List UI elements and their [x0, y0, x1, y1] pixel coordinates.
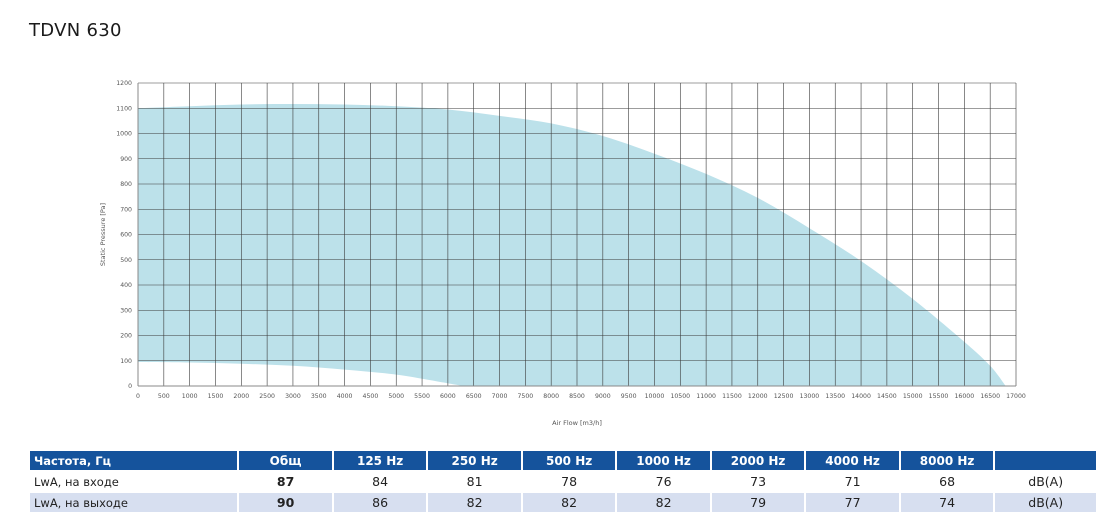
- x-tick-label: 17000: [1006, 393, 1026, 400]
- sound-power-table: Частота, Гц Общ 125 Hz 250 Hz 500 Hz 100…: [28, 449, 1098, 514]
- y-tick-label: 600: [120, 232, 132, 239]
- header-cell-125hz: 125 Hz: [333, 451, 427, 470]
- table-row-outlet: LwA, на выходе 90 86 82 82 82 79 77 74 d…: [30, 493, 1096, 512]
- x-tick-label: 9000: [595, 393, 611, 400]
- value-cell: 82: [522, 493, 616, 512]
- x-tick-label: 500: [158, 393, 170, 400]
- header-cell-unit: [995, 451, 1096, 470]
- x-tick-label: 10500: [670, 393, 690, 400]
- x-tick-label: 5500: [414, 393, 430, 400]
- y-tick-label: 900: [120, 156, 132, 163]
- header-cell-500hz: 500 Hz: [522, 451, 616, 470]
- total-cell: 87: [239, 472, 332, 491]
- x-tick-label: 8500: [569, 393, 585, 400]
- y-tick-label: 300: [120, 307, 132, 314]
- y-axis-label: Static Pressure [Pa]: [99, 203, 107, 266]
- header-cell-2000hz: 2000 Hz: [711, 451, 805, 470]
- y-tick-label: 700: [120, 206, 132, 213]
- row-label: LwA, на выходе: [30, 493, 238, 512]
- x-tick-label: 1000: [182, 393, 198, 400]
- value-cell: 82: [428, 493, 521, 512]
- value-cell: 84: [333, 472, 427, 491]
- header-cell-1000hz: 1000 Hz: [617, 451, 710, 470]
- page-title: TDVN 630: [29, 20, 122, 41]
- y-tick-label: 100: [120, 358, 132, 365]
- header-cell-total: Общ: [239, 451, 332, 470]
- y-tick-label: 400: [120, 282, 132, 289]
- value-cell: 68: [900, 472, 994, 491]
- value-cell: 77: [806, 493, 899, 512]
- y-tick-label: 1200: [116, 80, 132, 87]
- x-tick-label: 3500: [311, 393, 327, 400]
- x-tick-label: 8000: [543, 393, 559, 400]
- x-tick-label: 2000: [233, 393, 249, 400]
- x-tick-label: 5000: [388, 393, 404, 400]
- x-tick-label: 7000: [492, 393, 508, 400]
- header-cell-8000hz: 8000 Hz: [900, 451, 994, 470]
- x-tick-label: 11000: [696, 393, 716, 400]
- x-tick-label: 10000: [645, 393, 665, 400]
- x-tick-label: 15000: [903, 393, 923, 400]
- x-tick-label: 4500: [363, 393, 379, 400]
- operating-area: [138, 103, 1006, 387]
- header-cell-frequency: Частота, Гц: [30, 451, 238, 470]
- x-tick-label: 16500: [980, 393, 1000, 400]
- x-tick-label: 7500: [517, 393, 533, 400]
- x-tick-label: 13500: [825, 393, 845, 400]
- x-tick-label: 2500: [259, 393, 275, 400]
- y-tick-label: 1100: [116, 105, 132, 112]
- x-axis-label: Air Flow [m3/h]: [552, 419, 602, 427]
- value-cell: 78: [522, 472, 616, 491]
- x-tick-label: 6000: [440, 393, 456, 400]
- value-cell: 79: [711, 493, 805, 512]
- x-tick-label: 15500: [929, 393, 949, 400]
- x-tick-label: 6500: [466, 393, 482, 400]
- x-tick-label: 14000: [851, 393, 871, 400]
- value-cell: 71: [806, 472, 899, 491]
- x-tick-label: 0: [136, 393, 140, 400]
- y-tick-label: 800: [120, 181, 132, 188]
- x-tick-label: 1500: [208, 393, 224, 400]
- value-cell: 73: [711, 472, 805, 491]
- table-row-inlet: LwA, на входе 87 84 81 78 76 73 71 68 dB…: [30, 472, 1096, 491]
- x-tick-label: 13000: [800, 393, 820, 400]
- total-cell: 90: [239, 493, 332, 512]
- x-tick-label: 9500: [621, 393, 637, 400]
- header-cell-250hz: 250 Hz: [428, 451, 521, 470]
- unit-cell: dB(A): [995, 472, 1096, 491]
- value-cell: 74: [900, 493, 994, 512]
- value-cell: 76: [617, 472, 710, 491]
- y-tick-label: 500: [120, 257, 132, 264]
- x-tick-label: 3000: [285, 393, 301, 400]
- value-cell: 81: [428, 472, 521, 491]
- y-tick-label: 1000: [116, 131, 132, 138]
- value-cell: 82: [617, 493, 710, 512]
- fan-curve-chart: 0 500 1000 1500 2000 2500 3000 3500 4000 4500 5000…: [99, 80, 1026, 427]
- unit-cell: dB(A): [995, 493, 1096, 512]
- x-tick-label: 16000: [955, 393, 975, 400]
- y-tick-label: 0: [128, 383, 132, 390]
- x-tick-label: 4000: [337, 393, 353, 400]
- x-tick-label: 12000: [748, 393, 768, 400]
- y-tick-label: 200: [120, 333, 132, 340]
- table-header-row: Частота, Гц Общ 125 Hz 250 Hz 500 Hz 100…: [30, 451, 1096, 470]
- value-cell: 86: [333, 493, 427, 512]
- x-tick-label: 11500: [722, 393, 742, 400]
- x-tick-label: 14500: [877, 393, 897, 400]
- x-tick-label: 12500: [774, 393, 794, 400]
- header-cell-4000hz: 4000 Hz: [806, 451, 899, 470]
- row-label: LwA, на входе: [30, 472, 238, 491]
